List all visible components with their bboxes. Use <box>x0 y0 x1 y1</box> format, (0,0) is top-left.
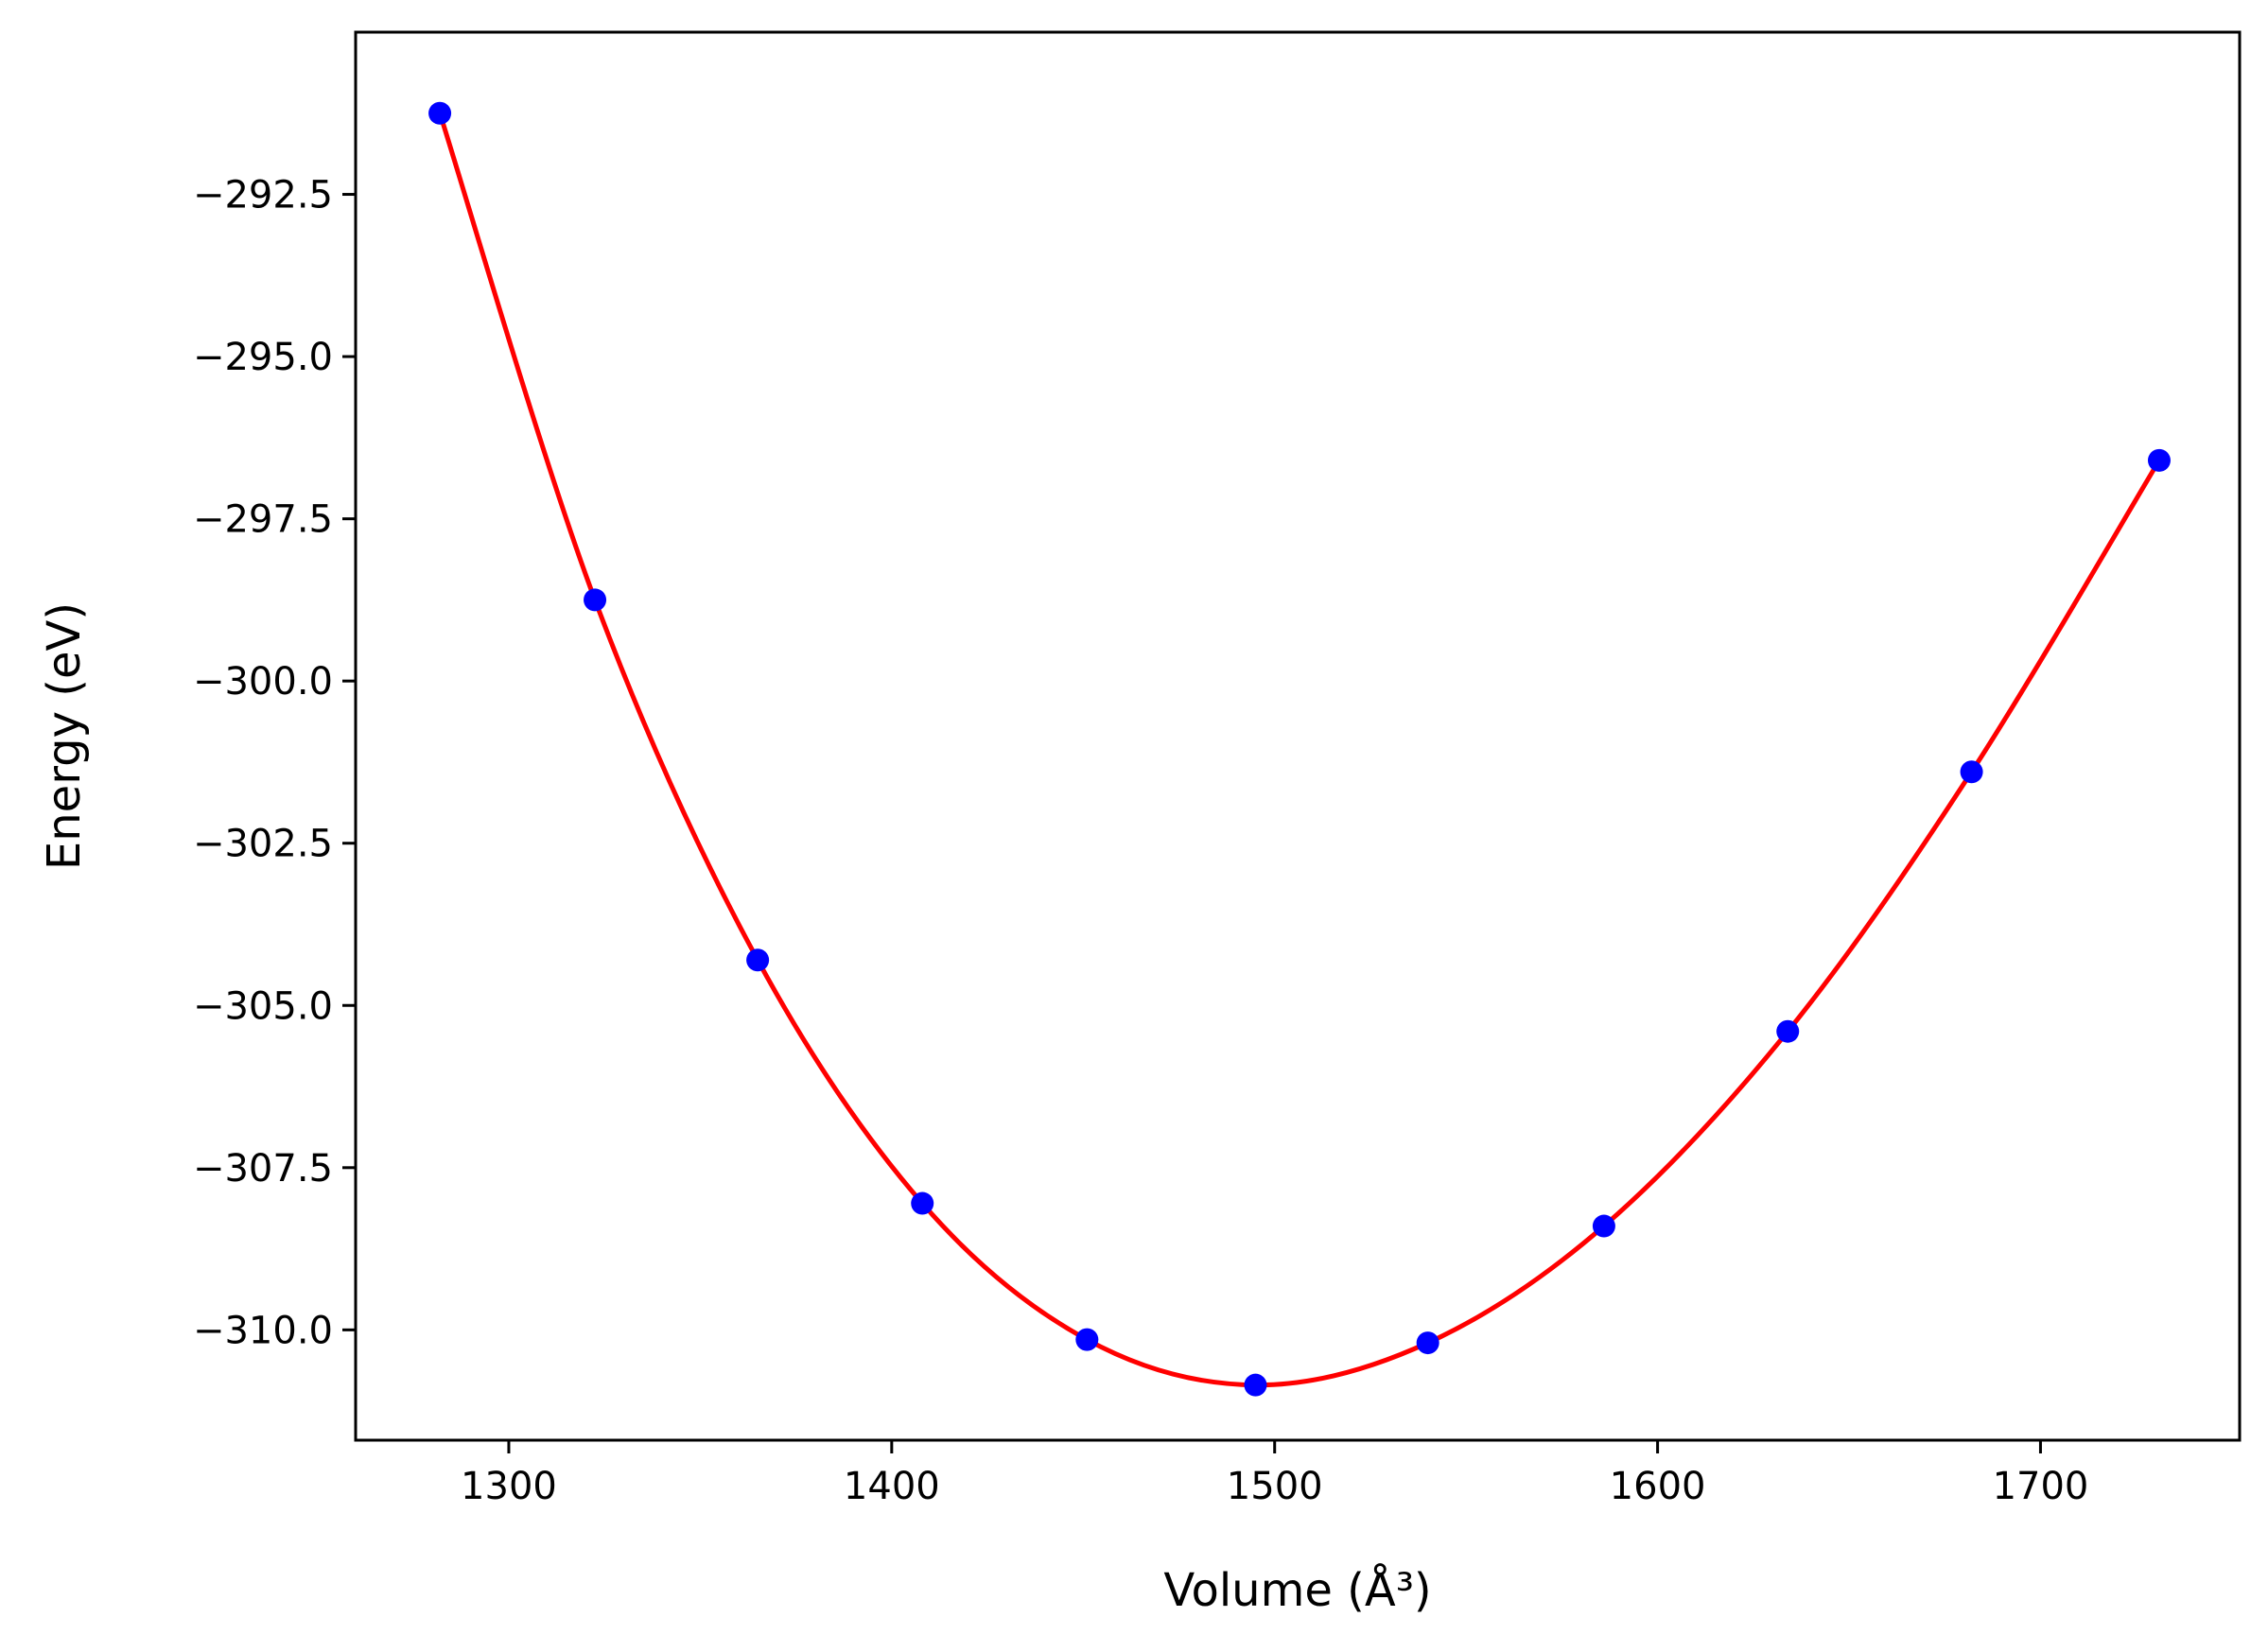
data-point <box>1416 1331 1439 1355</box>
x-tick-label: 1600 <box>1610 1465 1706 1508</box>
plot-frame <box>354 30 2242 1442</box>
x-tick-label: 1300 <box>461 1465 557 1508</box>
x-tick-label: 1700 <box>1993 1465 2089 1508</box>
fit-curve <box>437 113 2162 1388</box>
x-axis-ticks: 1300 1400 1500 1600 1700 <box>461 1440 2088 1508</box>
data-point <box>1592 1214 1615 1238</box>
data-point <box>1244 1373 1267 1397</box>
x-axis-title: Volume (Å³) <box>1163 1563 1431 1617</box>
y-tick-label: −300.0 <box>193 660 333 704</box>
y-axis-ticks: −292.5 −295.0 −297.5 −300.0 −302.5 −305.0 −307… <box>193 174 356 1352</box>
data-point <box>1960 760 1983 784</box>
x-tick-label: 1500 <box>1227 1465 1323 1508</box>
data-point <box>1776 1019 1800 1043</box>
data-point <box>911 1191 934 1215</box>
y-tick-label: −305.0 <box>193 984 333 1028</box>
data-point <box>1075 1328 1099 1351</box>
y-axis-title: Energy (eV) <box>38 602 91 870</box>
y-tick-label: −297.5 <box>193 498 333 542</box>
y-tick-label: −307.5 <box>193 1147 333 1191</box>
data-point <box>2147 448 2171 472</box>
data-point <box>746 948 770 972</box>
y-tick-label: −292.5 <box>193 174 333 217</box>
points-layer <box>428 101 2171 1397</box>
fit-layer <box>437 113 2162 1388</box>
data-point <box>428 101 452 125</box>
y-tick-label: −310.0 <box>193 1309 333 1352</box>
y-tick-label: −295.0 <box>193 336 333 379</box>
data-point <box>584 588 607 612</box>
x-tick-label: 1400 <box>844 1465 940 1508</box>
y-tick-label: −302.5 <box>193 823 333 866</box>
